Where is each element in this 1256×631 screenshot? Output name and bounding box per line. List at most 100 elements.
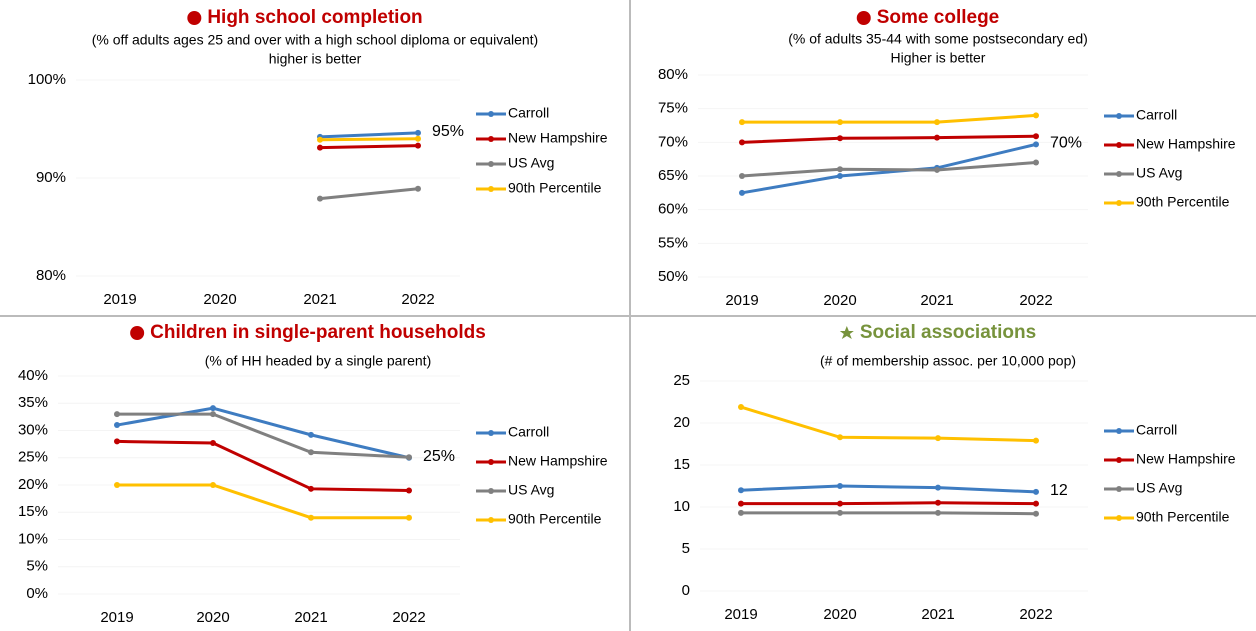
legend-label: Carroll: [508, 105, 549, 121]
y-tick-label: 20: [673, 414, 690, 431]
y-tick-label: 5%: [26, 558, 48, 575]
x-tick-label: 2020: [196, 609, 229, 626]
title-icon: [856, 11, 871, 25]
y-tick-label: 10%: [18, 530, 48, 547]
data-point: [935, 484, 941, 491]
chart-title: Some college: [877, 7, 1000, 28]
data-point: [210, 482, 216, 488]
data-point: [1033, 437, 1039, 444]
data-point: [1033, 510, 1039, 517]
chart-panel: Social associations (# of membership asso…: [673, 322, 1235, 623]
data-point: [415, 185, 421, 192]
y-tick-label: 100%: [28, 71, 66, 88]
series-line: [116, 439, 410, 492]
y-tick-label: 0: [682, 582, 690, 599]
series-line: [741, 501, 1037, 506]
data-point: [935, 435, 941, 442]
data-point: [738, 404, 744, 411]
legend-swatch-dot: [1116, 428, 1122, 434]
chart-subtitle: (% off adults ages 25 and over with a hi…: [92, 32, 538, 48]
legend-label: New Hampshire: [1136, 451, 1236, 467]
legend-swatch-dot: [488, 517, 494, 523]
data-point: [837, 434, 843, 441]
legend-label: 90th Percentile: [1136, 194, 1230, 210]
legend-label: Carroll: [1136, 422, 1177, 438]
legend-label: New Hampshire: [1136, 136, 1236, 152]
x-tick-label: 2019: [103, 291, 136, 308]
chart-subtitle: (# of membership assoc. per 10,000 pop): [820, 353, 1076, 369]
data-point: [1033, 159, 1039, 166]
legend-label: 90th Percentile: [508, 180, 602, 196]
data-point: [935, 499, 941, 506]
data-point: [317, 195, 323, 202]
chart-subtitle: Higher is better: [891, 50, 986, 66]
legend-label: Carroll: [1136, 107, 1177, 123]
data-point: [114, 438, 120, 445]
chart-title: Social associations: [860, 322, 1036, 343]
legend-swatch-dot: [1116, 171, 1122, 177]
y-tick-label: 80%: [658, 66, 688, 83]
series-line: [741, 134, 1037, 144]
data-point: [308, 431, 314, 438]
series-line: [319, 137, 419, 142]
legend-swatch-dot: [488, 430, 494, 436]
series-line: [319, 144, 419, 150]
x-tick-label: 2019: [100, 609, 133, 626]
x-tick-label: 2020: [823, 292, 856, 309]
data-point: [406, 454, 412, 461]
data-point: [210, 440, 216, 447]
y-tick-label: 25%: [18, 449, 48, 466]
data-point: [415, 129, 421, 136]
data-point: [935, 509, 941, 516]
legend-swatch-dot: [488, 111, 494, 117]
annotation: 12: [1050, 482, 1068, 499]
y-tick-label: 20%: [18, 476, 48, 493]
x-tick-label: 2020: [823, 606, 856, 623]
y-tick-label: 0%: [26, 585, 48, 602]
legend-swatch-dot: [488, 459, 494, 465]
legend-swatch-dot: [1116, 486, 1122, 492]
data-point: [114, 482, 120, 488]
legend-swatch-dot: [488, 136, 494, 142]
series-line: [741, 142, 1037, 195]
data-point: [317, 136, 323, 143]
data-point: [210, 411, 216, 418]
legend-swatch-dot: [1116, 457, 1122, 463]
series-line: [741, 161, 1037, 178]
x-tick-label: 2022: [1019, 606, 1052, 623]
data-point: [934, 119, 940, 126]
data-point: [114, 411, 120, 418]
x-tick-label: 2022: [1019, 292, 1052, 309]
data-point: [837, 500, 843, 507]
annotation: 95%: [432, 123, 464, 140]
data-point: [317, 144, 323, 151]
annotation: 25%: [423, 448, 455, 465]
chart-subtitle: (% of adults 35-44 with some postseconda…: [788, 31, 1088, 47]
legend-label: US Avg: [508, 155, 554, 171]
data-point: [739, 119, 745, 126]
series-line: [740, 484, 1037, 494]
series-line: [319, 131, 419, 139]
chart-panel: Some college (% of adults 35-44 with some…: [658, 7, 1236, 309]
x-tick-label: 2021: [303, 291, 336, 308]
series-line: [741, 511, 1037, 516]
y-tick-label: 65%: [658, 167, 688, 184]
x-tick-label: 2021: [921, 606, 954, 623]
data-point: [738, 509, 744, 516]
annotation: 70%: [1050, 135, 1082, 152]
data-point: [837, 483, 843, 489]
series-line: [319, 187, 419, 201]
legend-label: 90th Percentile: [1136, 509, 1230, 525]
legend-swatch-dot: [1116, 142, 1122, 148]
y-tick-label: 75%: [658, 100, 688, 117]
y-tick-label: 15%: [18, 503, 48, 520]
data-point: [415, 142, 421, 149]
data-point: [738, 487, 744, 494]
legend-swatch-dot: [1116, 113, 1122, 119]
data-point: [739, 173, 745, 179]
data-point: [406, 514, 412, 521]
legend-label: US Avg: [1136, 480, 1182, 496]
data-point: [738, 500, 744, 507]
data-point: [210, 405, 216, 412]
data-point: [308, 449, 314, 456]
